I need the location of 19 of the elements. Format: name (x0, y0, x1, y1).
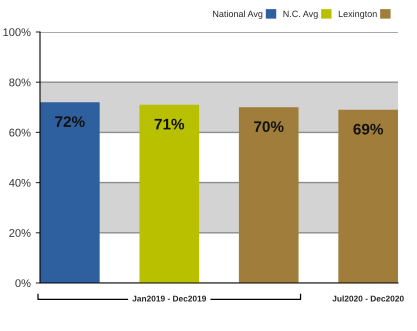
bar (40, 102, 100, 283)
y-tick-label: 40% (8, 178, 31, 187)
data-label: 69% (353, 124, 384, 135)
legend-label: N.C. Avg (284, 10, 318, 19)
y-tick-label: 20% (9, 229, 31, 237)
text: Jul2020 - Dec2020 (332, 295, 404, 302)
y-tick-label: 100% (3, 28, 31, 36)
text: Jan2019 - Dec2019 (132, 296, 206, 302)
data-label: 72% (55, 116, 85, 128)
legend-label: Lexington (338, 10, 377, 19)
legend-label: National Avg (213, 10, 262, 19)
y-tick-label: 0% (15, 279, 31, 288)
bar (139, 104, 200, 283)
y-tick-label: 80% (9, 78, 31, 86)
data-label: 71% (154, 118, 184, 130)
bar (338, 110, 398, 283)
bar (238, 107, 299, 283)
y-tick-label: 60% (9, 128, 31, 137)
data-label: 70% (254, 121, 284, 132)
